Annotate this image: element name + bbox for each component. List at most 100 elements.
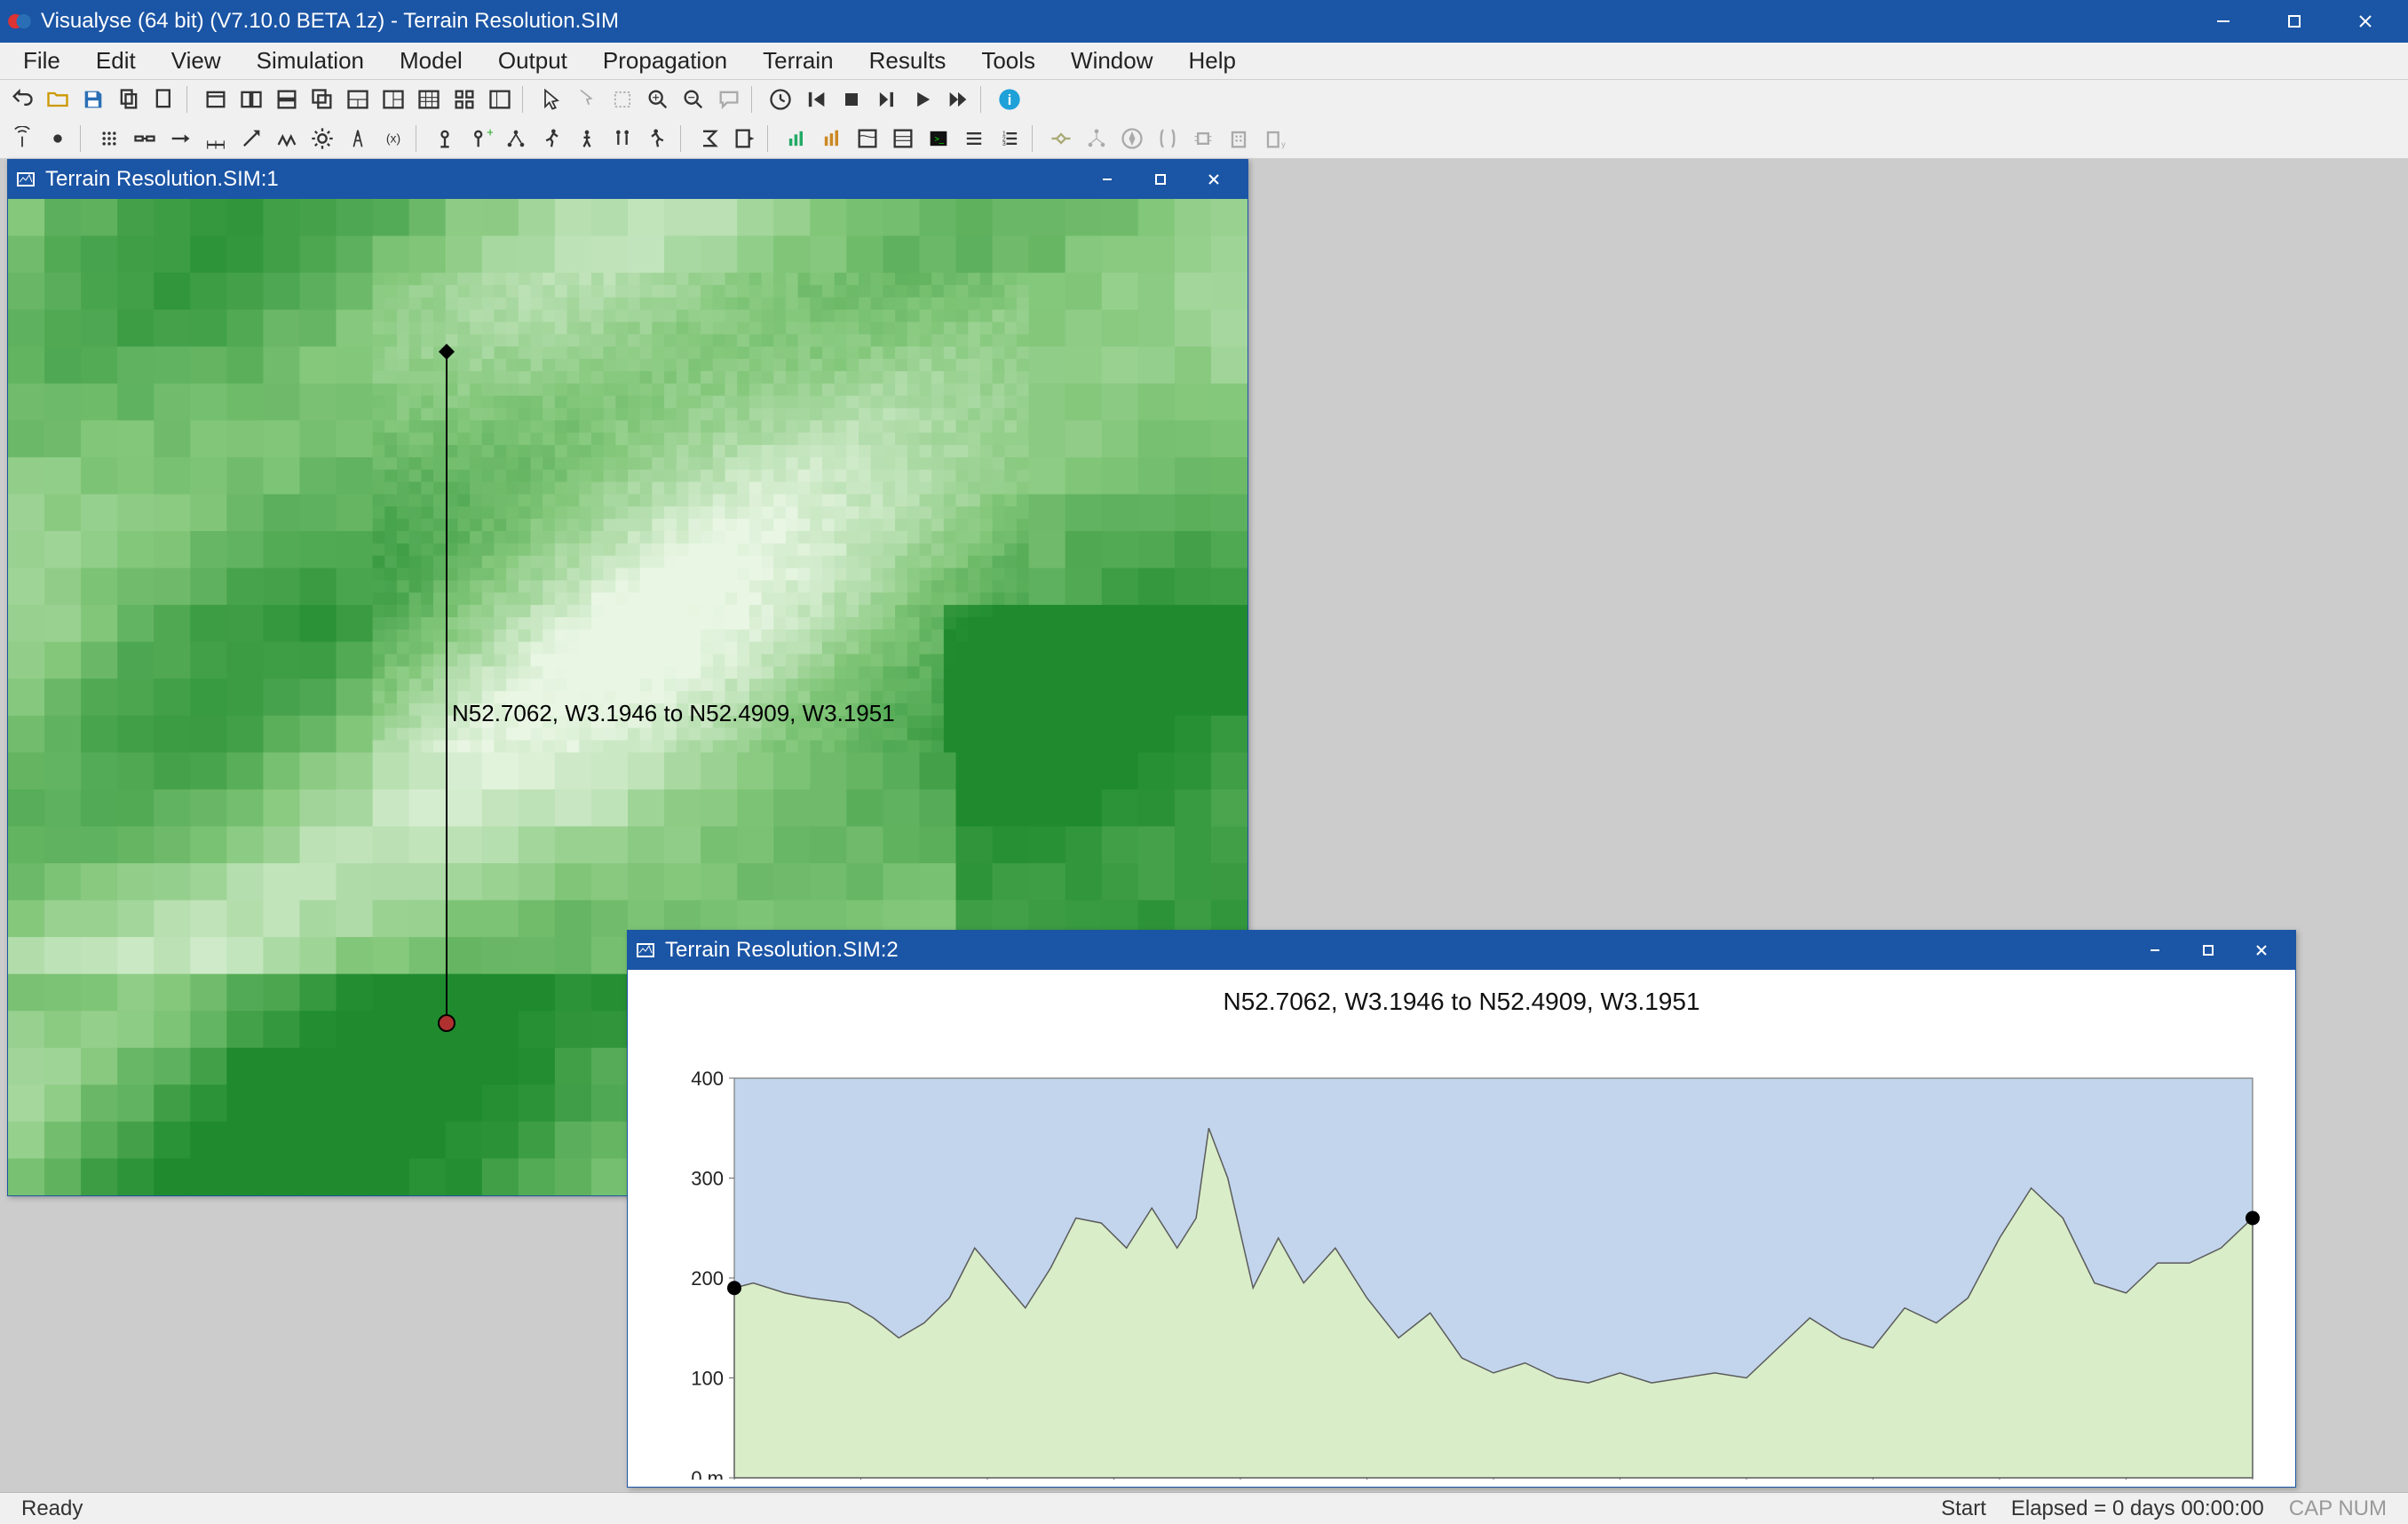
building-icon[interactable] [1222, 122, 1255, 155]
satellite-icon[interactable] [1044, 122, 1078, 155]
terminal-icon[interactable]: >_ [922, 122, 955, 155]
toolbar-row-1: i [0, 80, 2408, 119]
stop-icon[interactable] [835, 83, 868, 116]
tree-icon[interactable] [1080, 122, 1113, 155]
elevation-chart-body[interactable]: N52.7062, W3.1946 to N52.4909, W3.1951 0… [628, 970, 2295, 1487]
pointer-add-icon[interactable] [570, 83, 604, 116]
menu-item-propagation[interactable]: Propagation [585, 44, 745, 78]
skip-start-icon[interactable] [799, 83, 833, 116]
svg-text:300: 300 [691, 1168, 724, 1190]
chart-stacked-icon[interactable] [815, 122, 849, 155]
export-icon[interactable] [728, 122, 762, 155]
info-icon[interactable]: i [993, 83, 1026, 116]
play-pause-icon[interactable] [870, 83, 904, 116]
compass-icon[interactable] [1115, 122, 1149, 155]
flow-right-icon[interactable] [163, 122, 197, 155]
close-button[interactable] [2330, 0, 2401, 43]
gear-icon[interactable] [305, 122, 339, 155]
station-icon[interactable] [428, 122, 462, 155]
zoom-in-icon[interactable] [641, 83, 675, 116]
child-titlebar[interactable]: Terrain Resolution.SIM:2 [628, 931, 2295, 970]
menu-item-output[interactable]: Output [480, 44, 585, 78]
menu-item-simulation[interactable]: Simulation [239, 44, 382, 78]
svg-text:0 m: 0 m [691, 1467, 724, 1480]
menu-item-results[interactable]: Results [852, 44, 964, 78]
child-close-button[interactable] [2235, 935, 2288, 965]
menu-item-file[interactable]: File [5, 44, 78, 78]
maximize-button[interactable] [2259, 0, 2330, 43]
child-minimize-button[interactable] [2128, 935, 2182, 965]
child-titlebar[interactable]: Terrain Resolution.SIM:1 [8, 160, 1248, 199]
svg-text:400: 400 [691, 1068, 724, 1090]
chart-bar-icon[interactable] [780, 122, 813, 155]
network-icon[interactable] [499, 122, 533, 155]
list-ordered-icon[interactable]: 123 [993, 122, 1026, 155]
status-ready: Ready [9, 1496, 95, 1521]
grid-icon[interactable] [448, 83, 481, 116]
person-run2-icon[interactable] [641, 122, 675, 155]
station-add-icon[interactable]: + [463, 122, 497, 155]
fast-forward-icon[interactable] [941, 83, 975, 116]
link-icon[interactable] [128, 122, 162, 155]
person-pair-icon[interactable] [606, 122, 639, 155]
chip-icon[interactable] [1186, 122, 1220, 155]
menu-item-view[interactable]: View [154, 44, 239, 78]
menu-item-window[interactable]: Window [1053, 44, 1170, 78]
open-icon[interactable] [41, 83, 75, 116]
building-y-icon[interactable]: y [1257, 122, 1291, 155]
child-maximize-button[interactable] [2182, 935, 2235, 965]
bracket-icon[interactable] [1151, 122, 1184, 155]
menu-item-tools[interactable]: Tools [963, 44, 1053, 78]
zigzag-icon[interactable] [270, 122, 304, 155]
play-icon[interactable] [906, 83, 939, 116]
child-window-icon [15, 169, 36, 190]
main-window: Visualyse (64 bit) (V7.10.0 BETA 1z) - T… [0, 0, 2408, 1524]
menu-item-model[interactable]: Model [382, 44, 480, 78]
copy-icon[interactable] [112, 83, 146, 116]
child-close-button[interactable] [1187, 164, 1240, 194]
child-maximize-button[interactable] [1134, 164, 1187, 194]
person-icon[interactable] [570, 122, 604, 155]
layout2-icon[interactable] [376, 83, 410, 116]
scale-icon[interactable] [199, 122, 233, 155]
zoom-out-icon[interactable] [677, 83, 710, 116]
toolbar-separator [680, 125, 687, 152]
svg-text:(x): (x) [386, 131, 400, 146]
tile-v-icon[interactable] [270, 83, 304, 116]
variable-x-icon[interactable]: (x) [376, 122, 410, 155]
save-icon[interactable] [76, 83, 110, 116]
sigma-icon[interactable] [693, 122, 726, 155]
antenna-icon[interactable] [5, 122, 39, 155]
person-run-icon[interactable] [535, 122, 568, 155]
flow-diag-icon[interactable] [234, 122, 268, 155]
layout3-icon[interactable] [483, 83, 517, 116]
undo-icon[interactable] [5, 83, 39, 116]
table-icon[interactable] [412, 83, 446, 116]
map-icon[interactable] [851, 122, 884, 155]
child-minimize-button[interactable] [1081, 164, 1134, 194]
statusbar: Ready Start Elapsed = 0 days 00:00:00 CA… [0, 1492, 2408, 1524]
spreadsheet-icon[interactable] [886, 122, 920, 155]
titlebar: Visualyse (64 bit) (V7.10.0 BETA 1z) - T… [0, 0, 2408, 43]
menu-item-edit[interactable]: Edit [78, 44, 154, 78]
cascade-icon[interactable] [305, 83, 339, 116]
tile-h-icon[interactable] [234, 83, 268, 116]
window-icon[interactable] [199, 83, 233, 116]
point-icon[interactable] [41, 122, 75, 155]
new-doc-icon[interactable] [147, 83, 181, 116]
app-icon [7, 9, 32, 34]
select-area-icon[interactable] [606, 83, 639, 116]
minimize-button[interactable] [2188, 0, 2259, 43]
tower-icon[interactable] [341, 122, 375, 155]
list-icon[interactable] [957, 122, 991, 155]
layout1-icon[interactable] [341, 83, 375, 116]
pointer-icon[interactable] [535, 83, 568, 116]
svg-text:+: + [487, 126, 493, 139]
comment-icon[interactable] [712, 83, 746, 116]
menu-item-help[interactable]: Help [1171, 44, 1254, 78]
clock-icon[interactable] [764, 83, 797, 116]
menu-item-terrain[interactable]: Terrain [745, 44, 851, 78]
matrix-icon[interactable] [92, 122, 126, 155]
toolbar-separator [186, 86, 194, 113]
toolbar-separator [751, 86, 758, 113]
